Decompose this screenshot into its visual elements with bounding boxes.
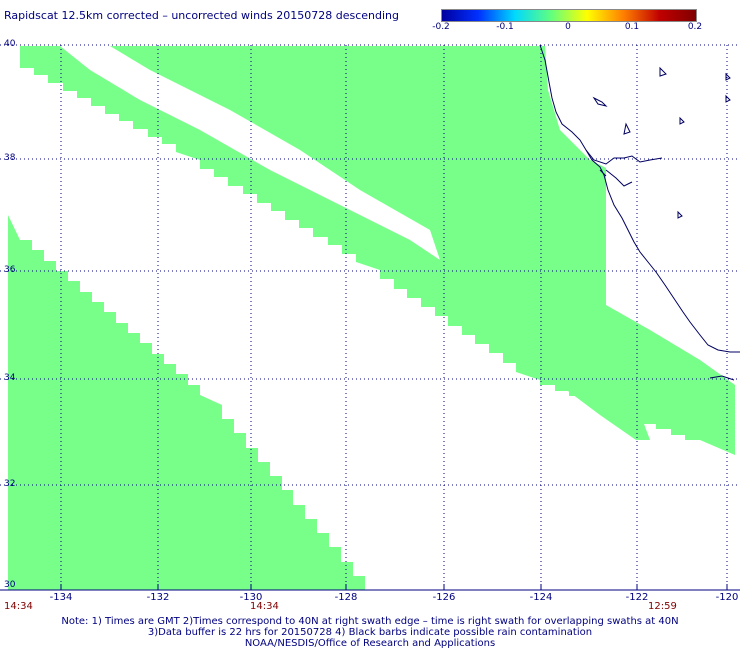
lon-label-128: -128: [334, 592, 358, 603]
california-coastline: [539, 44, 740, 353]
note-line-2: 3)Data buffer is 22 hrs for 20150728 4) …: [147, 627, 593, 638]
lon-label-134: -134: [49, 592, 73, 603]
lat-label-40: 40: [4, 39, 16, 49]
time-label-left: 14:34: [4, 601, 33, 612]
inland-lakes: [592, 66, 735, 381]
lat-label-30: 30: [4, 580, 16, 590]
time-label-right: 12:59: [648, 601, 677, 612]
colorbar-label-zero: 0: [565, 22, 571, 32]
colorbar-label-min: -0.2: [432, 22, 450, 32]
swath-gap: [60, 46, 440, 260]
lon-label-122: -122: [625, 592, 649, 603]
colorbar-label-max: 0.2: [687, 22, 703, 32]
colorbar-label-neg: -0.1: [496, 22, 514, 32]
lon-label-120: -120: [715, 592, 739, 603]
swath-south: [8, 215, 365, 590]
lat-label-36: 36: [4, 265, 16, 275]
lon-label-130: -130: [239, 592, 263, 603]
lat-lon-grid: [0, 44, 740, 591]
lon-label-132: -132: [146, 592, 170, 603]
sf-bay-coastline: [585, 149, 663, 187]
wind-swaths: [8, 46, 735, 590]
lon-label-126: -126: [432, 592, 456, 603]
lat-label-34: 34: [4, 373, 16, 383]
time-label-center: 14:34: [250, 601, 279, 612]
map-title: Rapidscat 12.5km corrected – uncorrected…: [4, 9, 400, 22]
note-line-1: Note: 1) Times are GMT 2)Times correspon…: [61, 616, 679, 627]
lat-label-32: 32: [4, 479, 16, 489]
note-line-3: NOAA/NESDIS/Office of Research and Appli…: [244, 638, 496, 649]
lat-label-38: 38: [4, 153, 16, 163]
colorbar-label-pos: 0.1: [624, 22, 640, 32]
colorbar: [441, 9, 697, 22]
swath-spur: [540, 352, 650, 440]
lon-label-124: -124: [529, 592, 553, 603]
swath-north: [20, 46, 735, 455]
wind-map: [0, 44, 740, 591]
